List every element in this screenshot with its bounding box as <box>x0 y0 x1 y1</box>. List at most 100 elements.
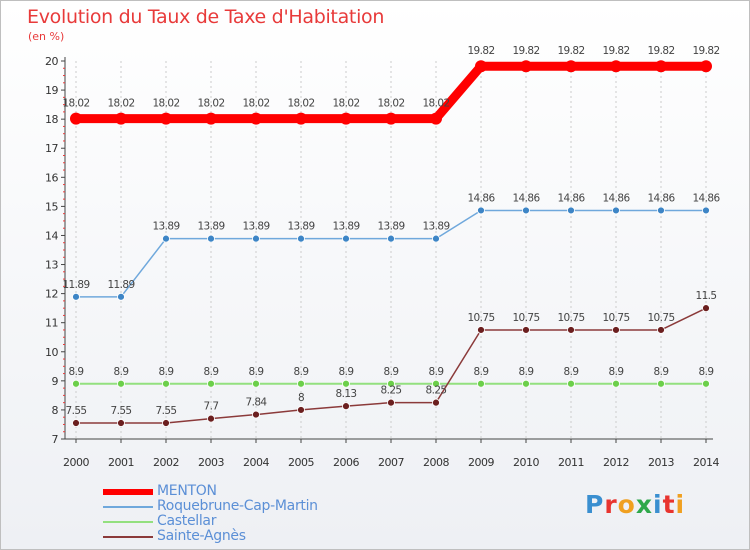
x-tick-label: 2005 <box>288 456 314 469</box>
data-label-sainte-agnes: 8.25 <box>426 385 447 397</box>
x-tick-label: 2004 <box>243 456 269 469</box>
data-point-sainte-agnes <box>612 326 620 334</box>
data-point-roquebrune <box>432 234 440 243</box>
data-point-sainte-agnes <box>297 406 305 414</box>
data-point-menton <box>295 112 307 125</box>
logo-letter: o <box>617 490 636 519</box>
data-point-menton <box>520 60 532 73</box>
data-point-roquebrune <box>297 234 305 243</box>
legend-swatch-sainte-agnes <box>103 536 153 538</box>
data-point-castellar <box>117 379 125 388</box>
data-point-sainte-agnes <box>72 419 80 427</box>
data-point-roquebrune <box>387 234 395 243</box>
data-point-castellar <box>387 379 395 388</box>
data-point-roquebrune <box>117 292 125 301</box>
data-label-roquebrune: 14.86 <box>647 192 675 204</box>
y-tick-label: 12 <box>45 288 58 301</box>
y-tick-label: 16 <box>45 171 58 184</box>
data-point-castellar <box>162 379 170 388</box>
legend-swatch-castellar <box>103 521 153 523</box>
data-label-castellar: 8.9 <box>114 366 129 378</box>
data-label-menton: 19.82 <box>647 45 674 57</box>
legend-swatch-menton <box>103 489 153 495</box>
data-label-roquebrune: 13.89 <box>197 221 224 233</box>
data-label-castellar: 8.9 <box>564 366 579 378</box>
data-label-roquebrune: 14.86 <box>692 192 720 204</box>
data-point-roquebrune <box>72 292 80 301</box>
y-tick-label: 8 <box>52 404 59 417</box>
data-point-castellar <box>612 379 620 388</box>
data-label-roquebrune: 13.89 <box>152 221 179 233</box>
y-tick-label: 20 <box>45 55 58 68</box>
data-label-roquebrune: 14.86 <box>467 192 495 204</box>
data-point-castellar <box>252 379 260 388</box>
data-label-roquebrune: 14.86 <box>557 192 585 204</box>
logo-letter: P <box>585 490 605 519</box>
x-tick-label: 2010 <box>513 456 539 469</box>
data-point-sainte-agnes <box>252 410 260 419</box>
y-tick-label: 14 <box>45 229 58 242</box>
x-tick-label: 2003 <box>198 456 224 469</box>
data-point-roquebrune <box>612 206 620 215</box>
x-tick-label: 2009 <box>468 456 494 469</box>
data-label-castellar: 8.9 <box>429 366 444 378</box>
data-point-sainte-agnes <box>387 398 395 407</box>
data-label-menton: 18.02 <box>107 98 134 110</box>
logo-letter: t <box>662 490 676 519</box>
data-label-castellar: 8.9 <box>159 366 174 378</box>
data-point-castellar <box>477 379 485 388</box>
data-label-castellar: 8.9 <box>474 366 489 378</box>
data-point-menton <box>565 60 577 73</box>
data-point-sainte-agnes <box>162 419 170 427</box>
data-point-roquebrune <box>207 234 215 243</box>
logo-letter: i <box>653 490 663 519</box>
y-tick-label: 7 <box>52 433 59 446</box>
data-point-menton <box>205 112 217 125</box>
data-label-sainte-agnes: 11.5 <box>696 290 717 302</box>
data-point-sainte-agnes <box>342 402 350 411</box>
data-point-castellar <box>522 379 530 388</box>
data-label-menton: 18.02 <box>287 98 314 110</box>
legend-swatch-roquebrune <box>103 506 153 508</box>
data-point-castellar <box>72 379 80 388</box>
data-point-menton <box>160 112 172 125</box>
data-point-roquebrune <box>252 234 260 243</box>
data-label-roquebrune: 11.89 <box>107 279 134 291</box>
data-point-castellar <box>657 379 665 388</box>
chart-subtitle: (en %) <box>28 30 65 43</box>
data-point-roquebrune <box>657 206 665 215</box>
y-tick-label: 19 <box>45 84 58 97</box>
x-tick-label: 2001 <box>108 456 134 469</box>
data-label-castellar: 8.9 <box>294 366 309 378</box>
data-point-roquebrune <box>567 206 575 215</box>
data-label-sainte-agnes: 8 <box>298 392 304 404</box>
x-tick-label: 2000 <box>63 456 89 469</box>
data-point-sainte-agnes <box>702 304 710 313</box>
data-label-roquebrune: 14.86 <box>602 192 630 204</box>
data-label-menton: 18.02 <box>197 98 224 110</box>
data-point-castellar <box>207 379 215 388</box>
y-tick-label: 9 <box>52 375 59 388</box>
data-point-castellar <box>342 379 350 388</box>
data-point-menton <box>475 60 487 73</box>
data-label-sainte-agnes: 10.75 <box>602 312 629 324</box>
data-label-sainte-agnes: 10.75 <box>647 312 674 324</box>
data-label-sainte-agnes: 7.7 <box>204 401 219 413</box>
data-label-menton: 19.82 <box>467 45 494 57</box>
proxiti-logo: Proxiti <box>585 490 685 519</box>
legend-label-castellar: Castellar <box>157 513 217 529</box>
data-point-sainte-agnes <box>567 326 575 334</box>
data-label-menton: 19.82 <box>692 45 719 57</box>
data-label-menton: 18.02 <box>377 98 404 110</box>
data-label-castellar: 8.9 <box>699 366 714 378</box>
data-label-castellar: 8.9 <box>609 366 624 378</box>
data-label-menton: 18.02 <box>62 98 89 110</box>
logo-letter: x <box>635 490 653 519</box>
x-tick-label: 2008 <box>423 456 449 469</box>
y-tick-label: 11 <box>45 317 58 330</box>
data-label-sainte-agnes: 10.75 <box>557 312 584 324</box>
data-label-sainte-agnes: 10.75 <box>467 312 494 324</box>
logo-letter: r <box>604 490 618 519</box>
data-label-sainte-agnes: 10.75 <box>512 312 539 324</box>
